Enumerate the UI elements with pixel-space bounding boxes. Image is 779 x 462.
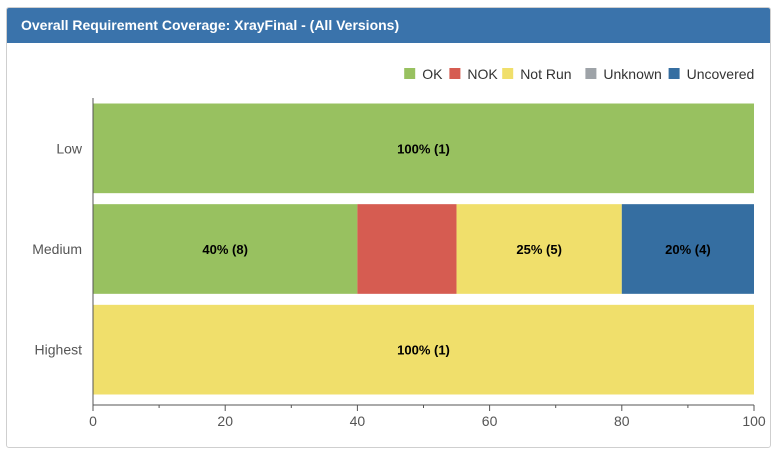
data-label-medium-uncovered: 20% (4) bbox=[665, 242, 711, 257]
x-tick-label: 20 bbox=[217, 413, 233, 429]
bar-medium-not-run[interactable] bbox=[456, 204, 622, 294]
legend-label-ok[interactable]: OK bbox=[422, 66, 443, 82]
x-axis: 0 20 40 60 80 100 bbox=[89, 98, 766, 429]
bars: 100% (1) 40% (8) 25% (5) 20% (4) 100% (1) bbox=[93, 103, 754, 395]
x-tick-label: 80 bbox=[614, 413, 630, 429]
legend-label-nok[interactable]: NOK bbox=[467, 66, 498, 82]
legend-swatch-not-run[interactable] bbox=[502, 68, 514, 79]
bar-highest-not-run[interactable] bbox=[93, 304, 754, 395]
data-label-highest-not-run: 100% (1) bbox=[397, 343, 450, 358]
bar-medium-ok[interactable] bbox=[93, 204, 358, 294]
legend-swatch-unknown[interactable] bbox=[585, 68, 597, 79]
data-label-low-ok: 100% (1) bbox=[397, 141, 450, 156]
bar-medium-nok[interactable] bbox=[357, 204, 457, 294]
legend-swatch-ok[interactable] bbox=[404, 68, 416, 79]
legend: OK NOK Not Run Unknown Uncovered bbox=[404, 66, 754, 82]
legend-label-uncovered[interactable]: Uncovered bbox=[687, 66, 755, 82]
data-label-medium-not-run: 25% (5) bbox=[516, 242, 562, 257]
category-label-low: Low bbox=[56, 140, 83, 156]
x-tick-label: 100 bbox=[742, 413, 766, 429]
bar-low-ok[interactable] bbox=[93, 103, 754, 194]
category-label-highest: Highest bbox=[35, 342, 83, 358]
legend-swatch-uncovered[interactable] bbox=[668, 68, 680, 79]
legend-swatch-nok[interactable] bbox=[449, 68, 461, 79]
legend-label-unknown[interactable]: Unknown bbox=[603, 66, 661, 82]
x-tick-label: 40 bbox=[350, 413, 366, 429]
x-tick-label: 0 bbox=[89, 413, 97, 429]
category-label-medium: Medium bbox=[32, 241, 82, 257]
panel-title: Overall Requirement Coverage: XrayFinal … bbox=[7, 8, 770, 43]
data-label-medium-ok: 40% (8) bbox=[202, 242, 248, 257]
x-tick-label: 60 bbox=[482, 413, 498, 429]
y-axis: Low Medium Highest bbox=[32, 140, 83, 357]
legend-label-not-run[interactable]: Not Run bbox=[520, 66, 571, 82]
bar-medium-uncovered[interactable] bbox=[621, 204, 754, 294]
